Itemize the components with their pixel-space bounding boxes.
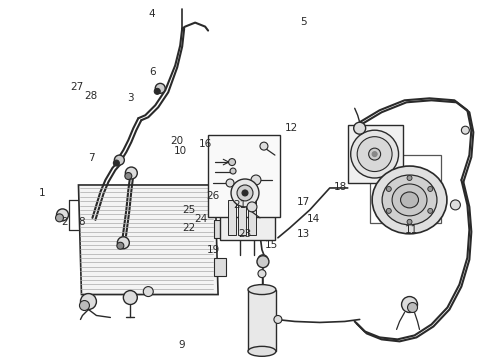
Bar (208, 135, 280, 217)
Text: 12: 12 (285, 123, 298, 133)
Bar (214, 258, 226, 276)
Circle shape (407, 219, 412, 224)
Circle shape (113, 160, 120, 166)
Circle shape (274, 315, 282, 323)
Circle shape (255, 307, 263, 315)
Circle shape (79, 301, 90, 310)
Circle shape (143, 287, 153, 297)
Circle shape (237, 185, 253, 201)
Circle shape (251, 175, 261, 185)
Circle shape (247, 202, 257, 212)
Polygon shape (78, 185, 218, 294)
Text: 4: 4 (149, 9, 155, 19)
Bar (248, 289, 276, 351)
Text: 17: 17 (297, 197, 310, 207)
Circle shape (257, 256, 269, 268)
Text: 25: 25 (182, 206, 196, 216)
Text: 23: 23 (238, 229, 252, 239)
Text: 9: 9 (178, 340, 185, 350)
Circle shape (56, 209, 69, 221)
Circle shape (428, 186, 433, 192)
Circle shape (118, 237, 129, 249)
Text: 5: 5 (300, 17, 307, 27)
Bar (220, 195, 275, 240)
Circle shape (125, 167, 137, 179)
Circle shape (260, 142, 268, 150)
Text: 26: 26 (207, 191, 220, 201)
Ellipse shape (392, 184, 427, 216)
Text: 8: 8 (78, 217, 85, 227)
Circle shape (258, 255, 268, 265)
Text: 28: 28 (84, 91, 98, 101)
Ellipse shape (382, 175, 437, 225)
Text: 2: 2 (61, 217, 68, 227)
Text: 21: 21 (234, 200, 247, 210)
Circle shape (114, 155, 124, 165)
Circle shape (258, 270, 266, 278)
Text: 14: 14 (307, 215, 320, 224)
Ellipse shape (400, 192, 418, 208)
Circle shape (123, 291, 137, 305)
Bar (369, 155, 441, 223)
Text: 6: 6 (149, 67, 155, 77)
Bar (228, 200, 236, 235)
Circle shape (428, 208, 433, 213)
Text: 22: 22 (182, 224, 196, 233)
Ellipse shape (357, 137, 392, 171)
Bar (238, 200, 246, 235)
Text: 16: 16 (199, 139, 213, 149)
Circle shape (154, 88, 160, 94)
Text: 1: 1 (39, 188, 46, 198)
Circle shape (386, 208, 392, 213)
Circle shape (450, 200, 461, 210)
Text: 24: 24 (195, 215, 208, 224)
Text: 18: 18 (334, 182, 347, 192)
Circle shape (226, 179, 234, 187)
Text: 10: 10 (174, 145, 187, 156)
Text: 3: 3 (127, 93, 133, 103)
Bar (348, 125, 403, 183)
Circle shape (155, 84, 165, 93)
Bar (248, 200, 256, 235)
Circle shape (55, 214, 64, 222)
Circle shape (368, 148, 381, 160)
Circle shape (231, 179, 259, 207)
Ellipse shape (248, 346, 276, 356)
Ellipse shape (351, 130, 398, 178)
Ellipse shape (220, 188, 274, 202)
Circle shape (462, 126, 469, 134)
Circle shape (408, 302, 417, 312)
Text: 7: 7 (88, 153, 95, 163)
Circle shape (401, 297, 417, 312)
Text: 27: 27 (70, 82, 83, 93)
Text: 11: 11 (405, 225, 418, 235)
Text: 19: 19 (207, 245, 220, 255)
Circle shape (80, 293, 97, 310)
Circle shape (386, 186, 392, 192)
Circle shape (230, 168, 236, 174)
Ellipse shape (248, 285, 276, 294)
Text: 20: 20 (170, 136, 183, 145)
Circle shape (372, 152, 377, 157)
Bar (214, 220, 226, 238)
Circle shape (407, 176, 412, 180)
Circle shape (117, 242, 124, 249)
Text: 15: 15 (265, 239, 278, 249)
Text: 13: 13 (297, 229, 310, 239)
Circle shape (354, 122, 366, 134)
Ellipse shape (372, 166, 447, 234)
Circle shape (125, 172, 132, 180)
Circle shape (242, 190, 248, 196)
Circle shape (228, 159, 236, 166)
